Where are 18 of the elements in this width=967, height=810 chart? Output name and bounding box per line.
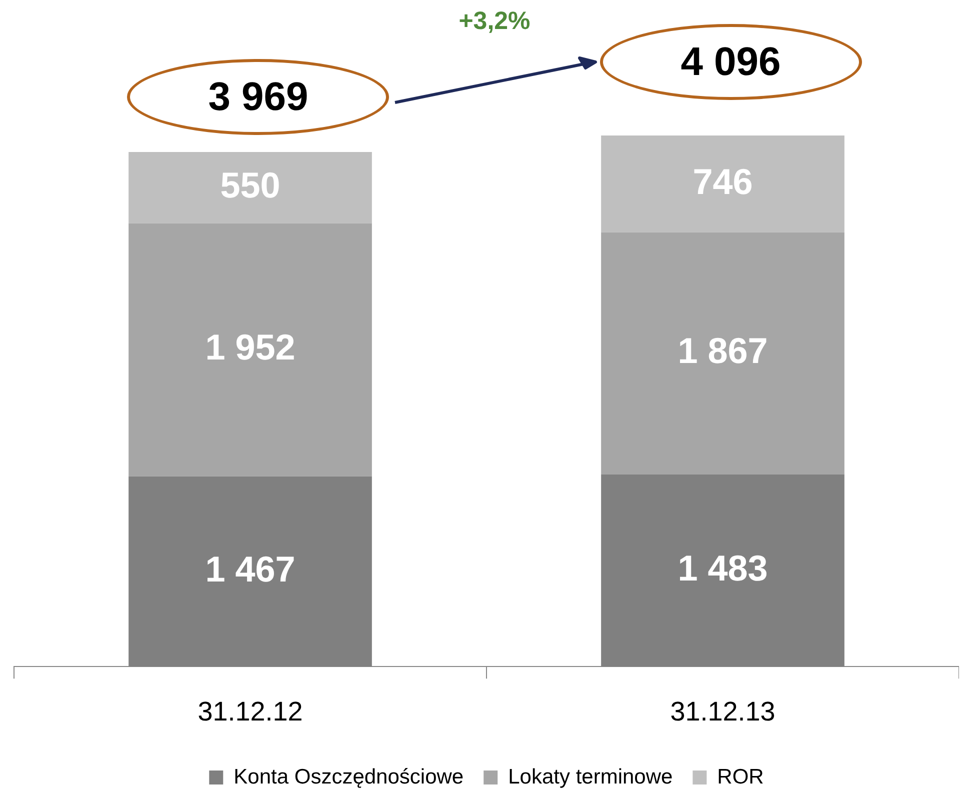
legend-label: ROR xyxy=(717,765,764,788)
x-tick-label: 31.12.12 xyxy=(198,696,303,726)
bar xyxy=(601,232,844,474)
bar xyxy=(128,152,372,224)
data-label: 1 867 xyxy=(678,330,768,372)
x-tick-label: 31.12.13 xyxy=(670,696,776,726)
bar xyxy=(128,223,372,476)
bar xyxy=(601,135,844,232)
data-label: 1 483 xyxy=(678,547,768,588)
text: +3,2% xyxy=(458,7,532,36)
total-label: 4 096 xyxy=(680,39,782,86)
legend-label: Lokaty terminowe xyxy=(508,765,673,788)
legend-label: Konta Oszczędnościowe xyxy=(234,765,464,788)
data-label: 746 xyxy=(692,160,753,202)
data-label: 1 467 xyxy=(205,548,296,590)
data-label: 1 952 xyxy=(205,326,296,368)
data-label: 550 xyxy=(220,164,280,206)
total-label: 3 969 xyxy=(207,74,310,121)
